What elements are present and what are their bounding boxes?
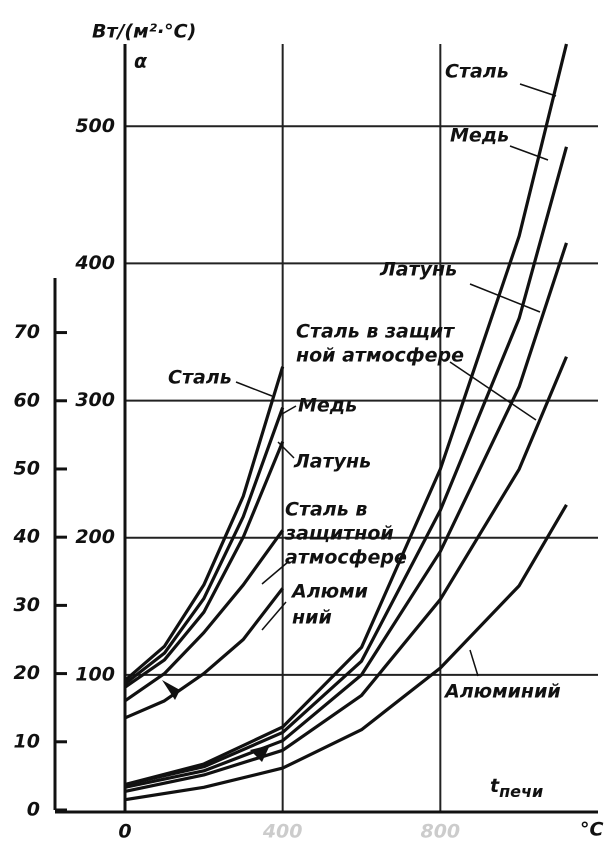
leader-line [277,441,295,459]
series-label: Латунь [379,259,457,281]
y-tick-label: 400 [74,252,115,274]
leader-line [261,601,287,631]
series-label: Медь [298,395,357,417]
y2-tick-label: 70 [14,321,40,343]
series-label: ной атмосфере [296,345,464,367]
y-tick-label: 500 [75,115,115,137]
data-line [124,407,285,686]
series-label: Сталь в [285,499,367,521]
data-line [124,356,568,793]
data-line [124,529,284,703]
x-axis-unit: °C [580,819,604,841]
x-tick-label: 400 [262,821,303,843]
data-line [124,503,568,802]
series-label: Медь [450,125,509,147]
data-line [123,366,285,682]
series-label: Алюми [290,581,368,603]
leader-line [261,561,289,585]
series-label: защитной [284,523,394,545]
series-label: Сталь в защит [296,321,455,343]
leader-line [509,145,549,161]
series-label: Алюминий [443,681,561,703]
series-label: атмосфере [285,547,407,569]
y-axis-symbol: α [134,51,148,73]
data-line [124,441,285,689]
y-tick-label: 100 [75,663,115,685]
series-label: Сталь [168,367,232,389]
series-label: ний [292,607,332,629]
arrow-marker [250,745,270,762]
y2-tick-label: 40 [13,526,40,548]
series-label: Сталь [445,61,509,83]
leader-line [469,649,479,677]
data-line [124,43,569,787]
data-line [124,587,284,720]
x-tick-label: 0 [118,821,131,843]
y2-tick-label: 50 [14,457,40,479]
y-axis-unit: Вт/(м²·°С) [92,21,196,43]
y2-tick-label: 10 [14,730,40,752]
x-axis-label: tпечи [490,775,543,801]
y2-tick-label: 20 [14,662,40,684]
x-tick-label: 800 [420,821,460,843]
leader-line [519,83,557,97]
leader-line [235,381,273,397]
y-tick-label: 300 [75,389,115,411]
data-line [124,146,569,787]
y-tick-label: 200 [75,526,115,548]
y2-tick-label: 60 [14,389,40,411]
leader-line [469,283,541,313]
x-axis-symbol: t [490,775,500,797]
data-line [124,242,568,789]
y2-tick-label: 30 [14,594,40,616]
y2-tick-label: 0 [27,799,40,821]
series-label: Латунь [293,451,371,473]
x-axis-subscript: печи [499,782,543,801]
leader-line [449,361,537,421]
leader-line [281,405,297,415]
